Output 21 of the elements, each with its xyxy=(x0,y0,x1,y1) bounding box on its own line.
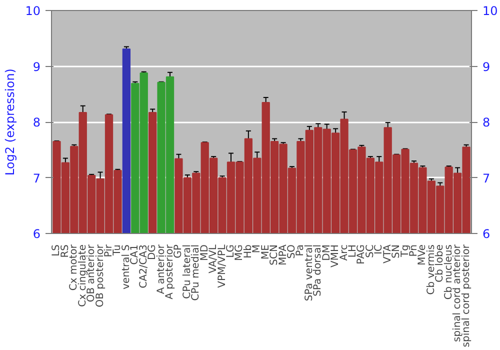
x-tick-label: MVe xyxy=(417,244,428,266)
x-tick-label: A posterior xyxy=(164,244,176,300)
x-tick-label: GP xyxy=(173,244,184,258)
y2-tick-label: 8 xyxy=(482,116,490,130)
x-tick-label: RS xyxy=(60,244,71,258)
x-tick-label: OB posterior xyxy=(94,244,106,308)
y-axis-title: Log2 (expression) xyxy=(3,68,18,176)
x-tick-label: DG xyxy=(147,244,158,260)
y-tick-label: 9 xyxy=(32,60,41,74)
x-tick-label: Tg xyxy=(400,244,411,258)
y-tick-label: 10 xyxy=(25,4,41,18)
y2-tick-label: 9 xyxy=(482,60,490,74)
y-tick-label: 6 xyxy=(32,227,41,241)
y-tick-label: 8 xyxy=(32,116,41,130)
y-tick-label: 7 xyxy=(32,171,41,186)
x-tick-label: Pa xyxy=(295,244,306,256)
y2-tick-label: 6 xyxy=(482,227,490,241)
y2-tick-label: 7 xyxy=(482,171,490,186)
x-tick-label: Cb lobe xyxy=(434,244,446,282)
x-tick-label: spinal cord posterior xyxy=(460,244,472,348)
y2-tick-label: 10 xyxy=(482,4,498,18)
